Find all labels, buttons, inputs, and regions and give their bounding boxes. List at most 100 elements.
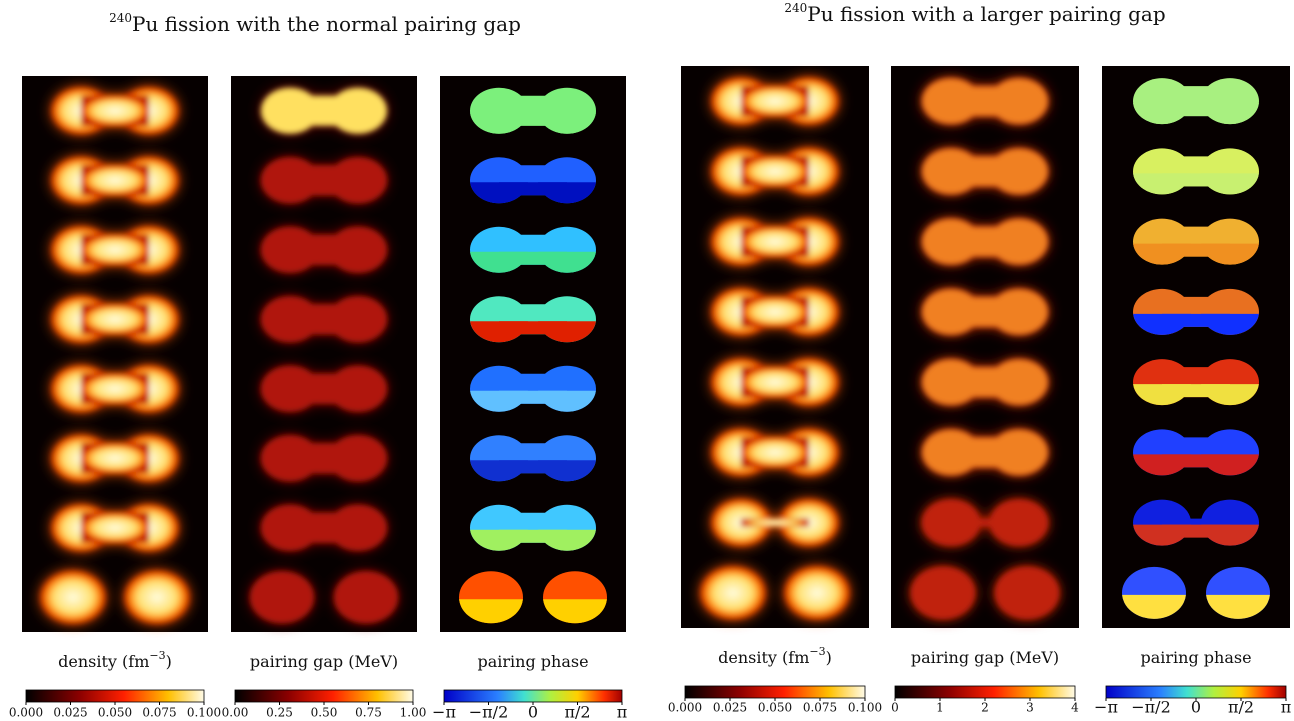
fragment [125,571,189,624]
neck [290,95,358,126]
nucleus [922,359,1048,406]
lower-half [470,251,596,273]
nucleus [261,435,387,482]
neck [1162,454,1230,468]
nucleus [701,566,849,619]
lower-half [470,460,596,482]
colorbar-tick-label: 0.75 [355,706,382,720]
nucleus [922,288,1048,335]
fragment [1206,594,1270,619]
panel-background [22,76,208,632]
lower-half [470,390,596,412]
fragment [334,571,398,624]
text-part: density (fm [58,652,149,671]
panel-image [440,76,626,632]
panel-image [1102,66,1290,628]
panel-label: density (fm−3) [58,649,172,671]
neck [741,367,809,398]
neck [1162,173,1230,187]
colorbar-tick-label: π/2 [1228,698,1254,717]
neck [499,390,567,404]
colorbar-tick-label: 4 [1071,701,1079,715]
colorbar-tick-label: 1 [936,701,944,715]
nucleus-lower [470,390,596,412]
colorbar [684,685,866,699]
text-part: Pu fission with a larger pairing gap [807,2,1165,26]
panel-label: pairing phase [1140,648,1251,667]
lower-half [1133,524,1259,546]
nucleus [52,226,178,273]
lower-half [1133,243,1259,265]
nucleus-lower [1133,454,1259,476]
neck [1162,243,1230,257]
panel-image [681,66,869,628]
neck [290,234,358,265]
colorbar-tick-label: 0.000 [9,706,43,720]
nucleus [712,499,838,546]
colorbar [894,685,1076,699]
nucleus-lower [470,321,596,343]
neck [741,437,809,468]
lower-half [470,112,596,134]
neck [741,226,809,257]
lower-half [1133,454,1259,476]
nucleus-lower [470,460,596,482]
neck [290,304,358,335]
nucleus-lower [459,599,607,624]
colorbar-tick-label: 0.025 [713,701,747,715]
nucleus-lower [1133,173,1259,195]
nucleus [261,296,387,343]
nucleus [712,288,838,335]
neck [499,251,567,265]
panel-image [22,76,208,632]
colorbar-tick-label: −π/2 [469,703,509,721]
nucleus-lower [1133,103,1259,125]
nucleus-lower [1133,313,1259,335]
neck [951,296,1019,327]
neck [741,296,809,327]
text-part: pairing gap (MeV) [250,652,398,671]
panel-background [1102,66,1290,628]
neck [951,437,1019,468]
neck [951,86,1019,117]
nucleus [712,218,838,265]
fragment [41,571,105,624]
colorbar [234,689,414,703]
panel-label: density (fm−3) [718,645,832,667]
nucleus [922,78,1048,125]
colorbar-tick-label: 2 [981,701,989,715]
nucleus [712,148,838,195]
nucleus [52,87,178,134]
colorbar [25,689,205,703]
panel-background [231,76,417,632]
nucleus-lower [470,182,596,204]
nucleus [52,504,178,551]
text-part: 240 [784,1,807,15]
colorbar-tick-label: π [1281,698,1292,717]
colorbar-tick-label: 0.050 [98,706,132,720]
panel-image [891,66,1079,628]
colorbar-tick-label: 0 [1191,698,1201,717]
panel-label: pairing gap (MeV) [911,648,1059,667]
colorbar-tick-label: 0.000 [668,701,702,715]
neck [81,512,149,543]
nucleus-lower [1122,594,1270,619]
panel-label: pairing gap (MeV) [250,652,398,671]
fragment [459,599,523,624]
text-part: ) [166,652,172,671]
colorbar-tick-label: 0.025 [53,706,87,720]
panel-background [681,66,869,628]
fragment [911,566,975,619]
neck [1162,518,1230,527]
nucleus [261,157,387,204]
panel-label: pairing phase [477,652,588,671]
text-part: 240 [109,11,132,25]
neck [290,165,358,196]
neck [81,443,149,474]
lower-half [459,599,607,624]
fragment [995,566,1059,619]
colorbar [1105,685,1287,699]
nucleus [911,566,1059,619]
neck [951,367,1019,398]
neck [499,321,567,335]
